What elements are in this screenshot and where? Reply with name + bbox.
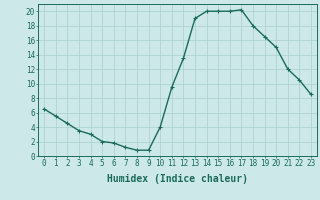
X-axis label: Humidex (Indice chaleur): Humidex (Indice chaleur) xyxy=(107,174,248,184)
